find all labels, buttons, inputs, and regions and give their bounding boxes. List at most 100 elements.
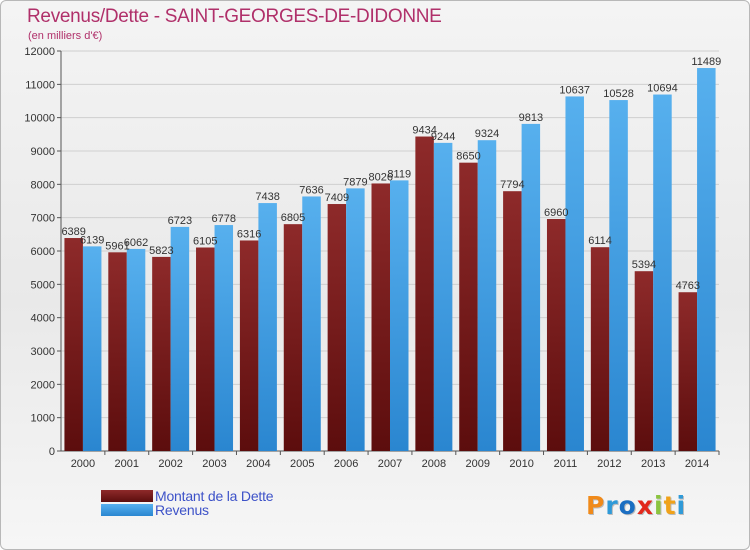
x-tick-label: 2010 [509, 458, 533, 470]
data-label-dette: 6805 [281, 212, 305, 224]
y-tick-label: 8000 [31, 179, 55, 191]
data-label-dette: 6105 [193, 236, 217, 248]
bars [64, 68, 716, 452]
data-label-dette: 5823 [149, 245, 173, 257]
bar-revenus [82, 246, 102, 451]
legend-label-debt: Montant de la Dette [155, 488, 274, 504]
legend-swatch-debt [101, 490, 153, 502]
y-tick-label: 3000 [31, 346, 55, 358]
x-tick-label: 2007 [378, 458, 402, 470]
bar-dette [546, 219, 566, 451]
y-tick-label: 11000 [25, 79, 55, 91]
logo-letter: r [605, 491, 619, 520]
bar-dette [152, 256, 171, 451]
x-tick-label: 2003 [202, 458, 226, 470]
axes: 0 1000 2000 3000 4000 5000 6000 7000 8000 9000 100… [24, 46, 720, 470]
bar-revenus [258, 203, 277, 451]
x-tick-label: 2014 [685, 458, 709, 470]
x-tick-label: 2009 [465, 458, 489, 470]
bar-dette [283, 224, 303, 451]
logo-letter: i [676, 491, 687, 520]
data-label-dette: 5961 [105, 240, 129, 252]
bar-dette [196, 247, 215, 451]
x-tick-label: 2013 [641, 458, 665, 470]
data-label-revenus: 9324 [475, 128, 499, 140]
bar-dette [634, 271, 654, 451]
bar-dette [371, 183, 390, 451]
bar-dette [503, 191, 522, 451]
bar-revenus [214, 225, 234, 451]
logo-letter: x [636, 491, 654, 520]
data-label-revenus: 8119 [387, 168, 411, 180]
bar-dette [678, 292, 698, 451]
bar-dette [327, 204, 347, 451]
data-label-revenus: 10528 [603, 88, 634, 100]
data-label-revenus: 7879 [343, 176, 367, 188]
bar-dette [415, 136, 434, 452]
data-label-revenus: 6723 [168, 215, 192, 227]
bar-revenus [302, 196, 321, 451]
chart-subtitle: (en milliers d'€) [28, 30, 103, 42]
data-label-revenus: 11489 [691, 56, 721, 68]
x-tick-label: 2000 [71, 458, 95, 470]
data-label-dette: 6316 [237, 228, 261, 240]
y-tick-label: 1000 [31, 413, 55, 425]
data-label-dette: 6960 [544, 207, 568, 219]
y-tick-label: 5000 [31, 279, 55, 291]
data-label-dette: 9434 [412, 125, 436, 137]
proxiti-logo: Proxiti [586, 491, 686, 520]
logo-letter: t [663, 491, 677, 520]
y-tick-label: 7000 [31, 213, 55, 225]
bar-revenus [697, 68, 716, 452]
data-label-revenus: 6139 [80, 234, 104, 246]
legend-item-debt: Montant de la Dette [101, 488, 274, 504]
bar-revenus [390, 180, 409, 451]
bar-revenus [609, 100, 628, 452]
y-tick-label: 10000 [24, 113, 55, 125]
chart-title: Revenus/Dette - SAINT-GEORGES-DE-DIDONNE [27, 6, 442, 27]
bar-revenus [126, 248, 146, 451]
x-tick-label: 2002 [158, 458, 182, 470]
bar-dette [459, 162, 478, 451]
data-label-revenus: 7438 [255, 191, 279, 203]
y-tick-label: 0 [49, 446, 55, 458]
x-tick-label: 2001 [115, 458, 139, 470]
legend-label-revenus: Revenus [155, 502, 209, 518]
x-tick-label: 2006 [334, 458, 358, 470]
bar-revenus [433, 142, 453, 451]
data-label-dette: 4763 [676, 280, 700, 292]
legend-item-revenus: Revenus [101, 502, 209, 518]
x-tick-label: 2004 [246, 458, 270, 470]
bar-revenus [565, 96, 584, 451]
logo-letter: i [654, 491, 664, 520]
bar-dette [239, 240, 259, 451]
bar-revenus [477, 140, 497, 451]
bar-revenus [346, 188, 365, 451]
data-label-revenus: 10637 [559, 84, 590, 96]
data-label-revenus: 6778 [212, 213, 236, 225]
data-label-dette: 6389 [61, 226, 85, 238]
y-tick-label: 2000 [31, 379, 55, 391]
data-label-dette: 7794 [500, 179, 524, 191]
x-tick-label: 2012 [597, 458, 621, 470]
bar-revenus [653, 94, 672, 452]
data-label-dette: 8026 [369, 171, 393, 183]
data-label-dette: 7409 [325, 192, 349, 204]
data-label-revenus: 10694 [647, 83, 678, 95]
data-label-dette: 6114 [588, 235, 612, 247]
bar-revenus [521, 123, 541, 452]
y-tick-label: 9000 [31, 146, 55, 158]
y-tick-label: 12000 [24, 46, 55, 58]
y-tick-label: 6000 [31, 246, 55, 258]
logo-letter: P [586, 491, 606, 520]
data-label-revenus: 7636 [299, 184, 323, 196]
data-label-dette: 5394 [632, 259, 656, 271]
data-label-dette: 8650 [456, 151, 480, 163]
bar-dette [108, 252, 127, 451]
data-label-revenus: 6062 [124, 237, 148, 249]
x-tick-label: 2008 [422, 458, 446, 470]
legend-swatch-revenus [101, 504, 153, 516]
logo-letter: o [618, 491, 637, 520]
data-label-revenus: 9244 [431, 131, 455, 143]
